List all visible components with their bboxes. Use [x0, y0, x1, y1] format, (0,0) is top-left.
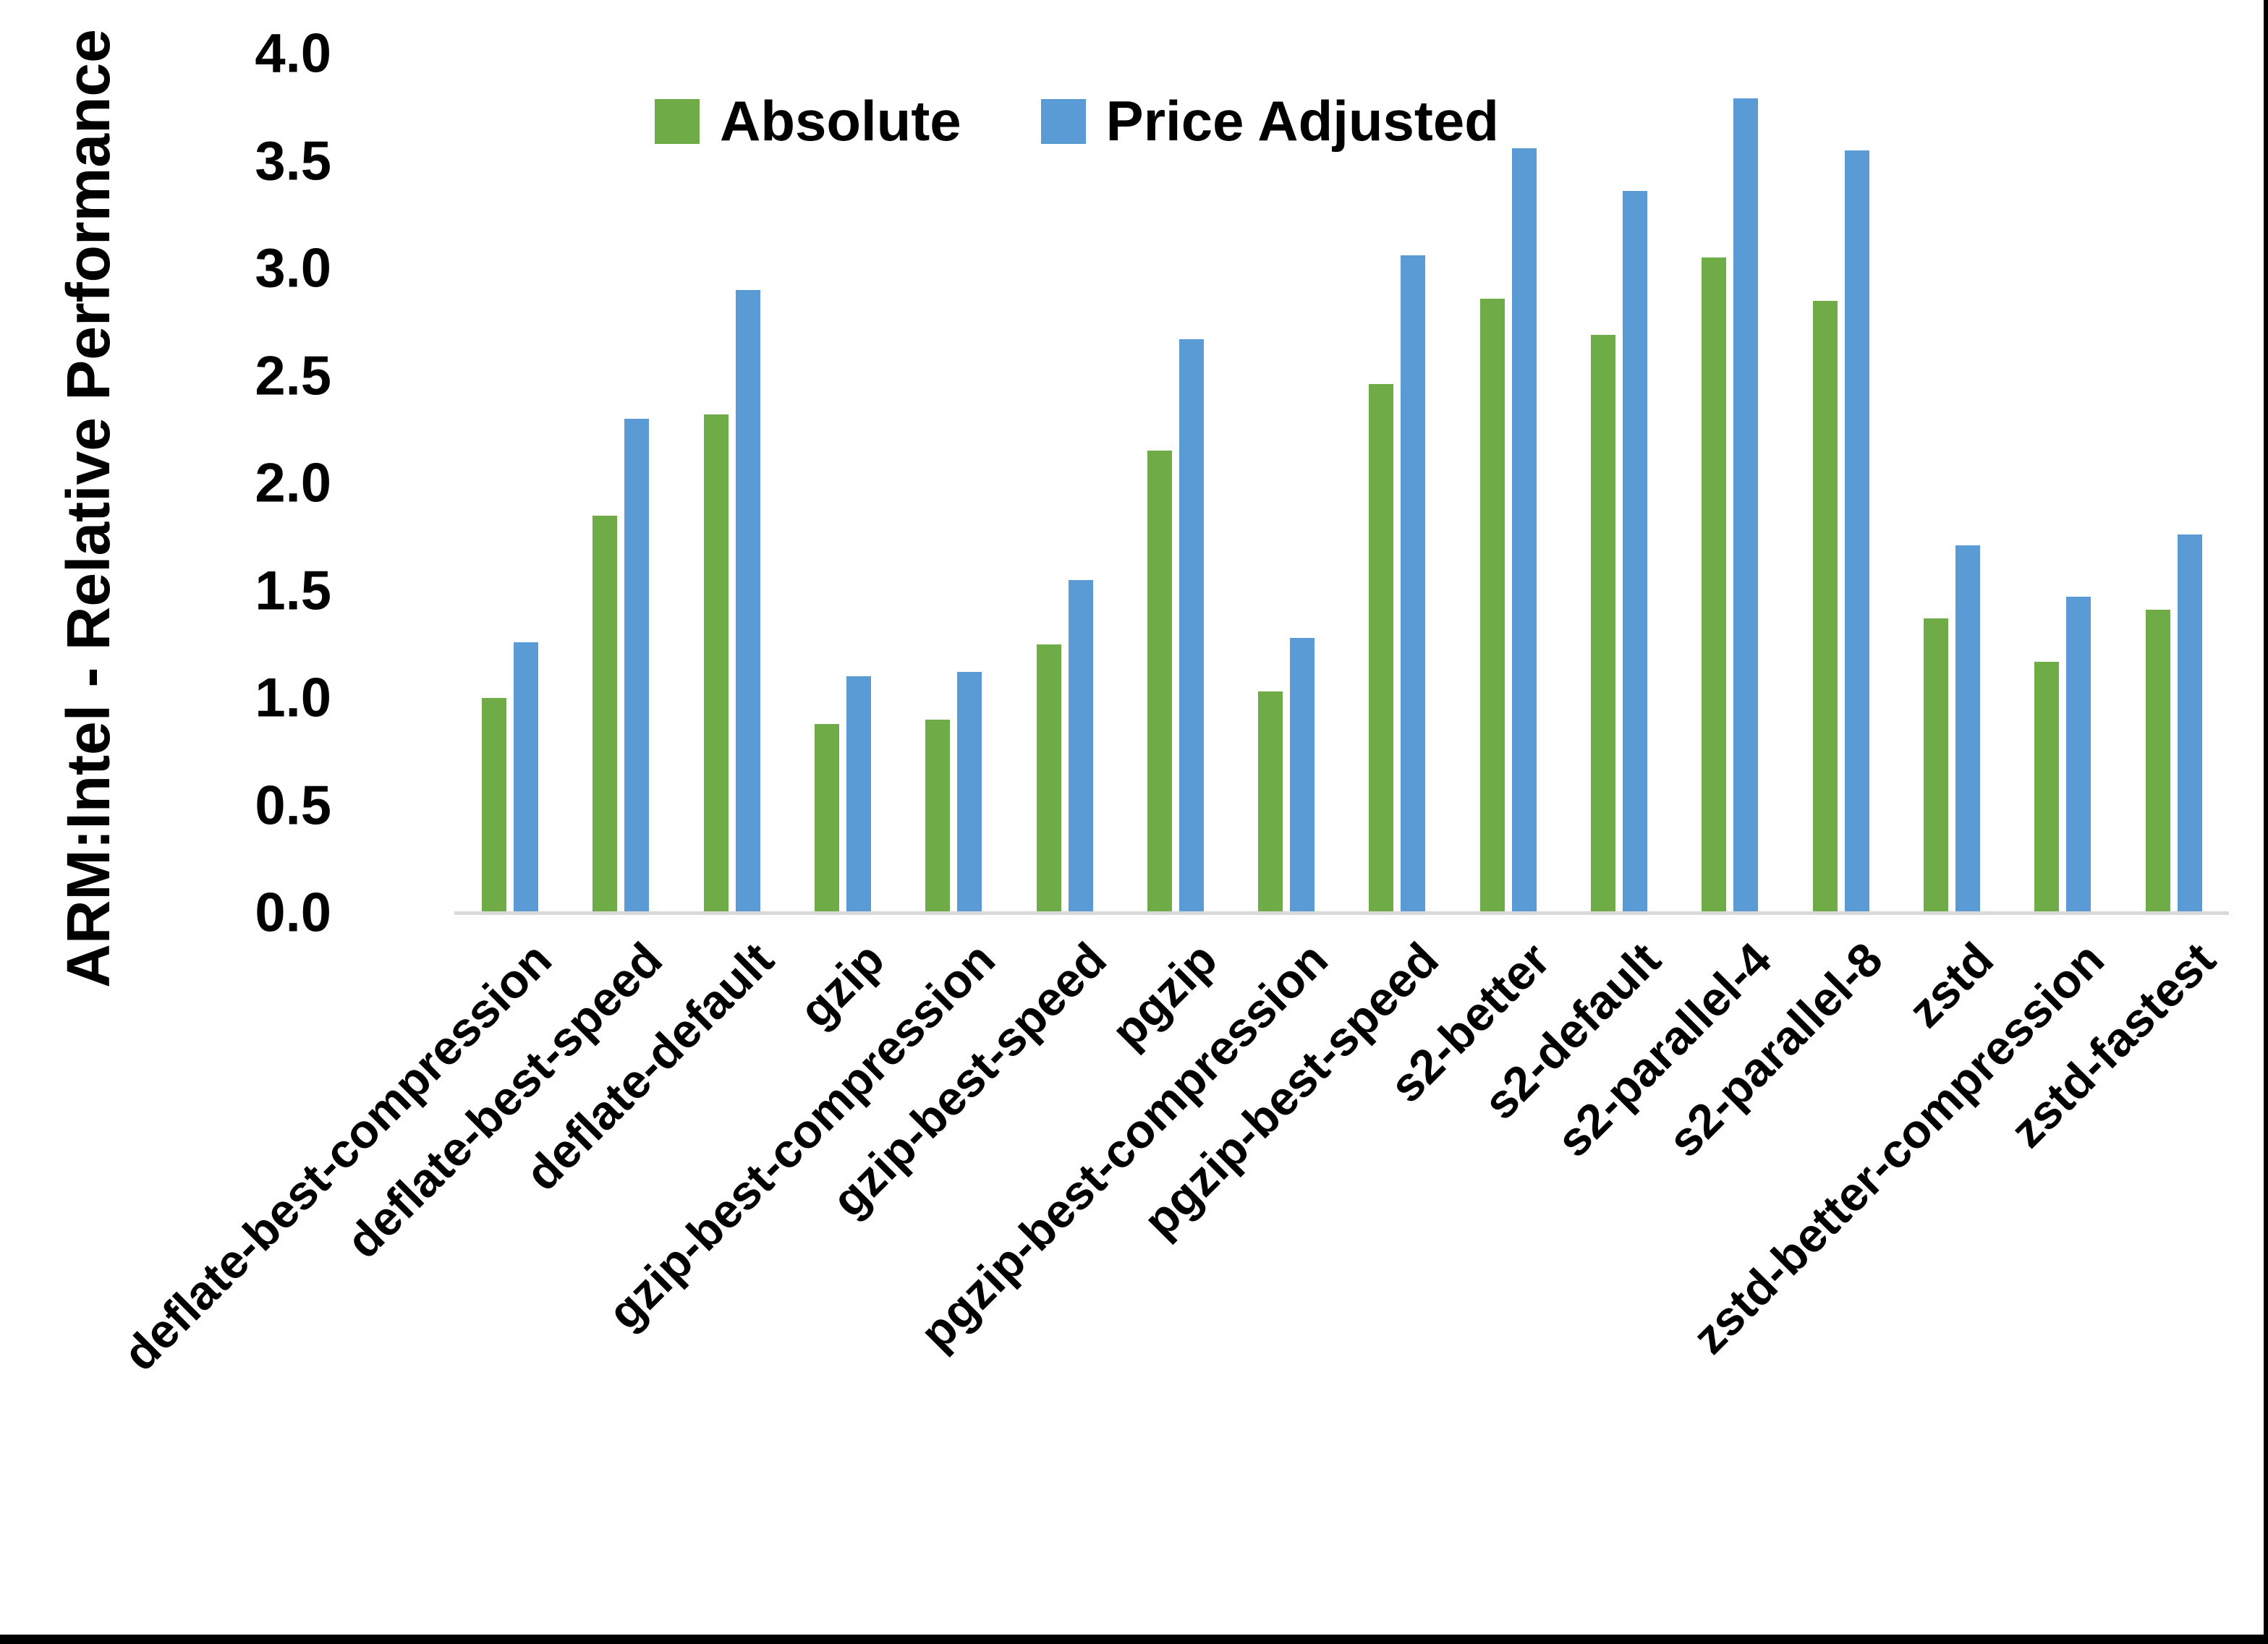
- bar-absolute-pgzip-best-compression: [1258, 691, 1283, 913]
- bar-price-adjusted-zstd-fastest: [2178, 534, 2202, 913]
- bar-absolute-deflate-best-compression: [482, 698, 506, 913]
- bar-price-adjusted-pgzip-best-speed: [1401, 255, 1425, 913]
- legend-item-absolute: Absolute: [655, 88, 961, 154]
- figure-right-border: [2264, 0, 2268, 1644]
- legend-label: Absolute: [720, 89, 961, 153]
- x-axis-line: [454, 911, 2229, 915]
- bar-absolute-gzip-best-speed: [1037, 644, 1061, 913]
- bar-absolute-s2-default: [1591, 335, 1615, 913]
- bar-absolute-gzip-best-compression: [925, 720, 950, 913]
- bar-absolute-pgzip: [1147, 451, 1172, 913]
- legend-item-price-adjusted: Price Adjusted: [1040, 88, 1499, 154]
- bar-absolute-deflate-best-speed: [593, 516, 617, 913]
- y-tick-label: 1.5: [255, 560, 331, 621]
- bar-price-adjusted-zstd-better-compression: [2066, 597, 2091, 913]
- bar-price-adjusted-s2-parallel-4: [1733, 98, 1758, 913]
- bar-price-adjusted-zstd: [1955, 545, 1980, 913]
- bar-price-adjusted-pgzip-best-compression: [1290, 638, 1314, 913]
- bar-absolute-zstd: [1924, 618, 1948, 913]
- y-tick-label: 4.0: [255, 22, 331, 85]
- y-tick-label: 3.5: [255, 130, 331, 192]
- bar-price-adjusted-s2-better: [1512, 148, 1537, 913]
- y-tick-label: 0.0: [255, 882, 331, 944]
- bar-price-adjusted-gzip-best-speed: [1069, 580, 1093, 913]
- bar-absolute-deflate-default: [704, 414, 729, 913]
- bar-price-adjusted-gzip: [846, 676, 871, 913]
- bar-absolute-gzip: [815, 724, 839, 913]
- bar-price-adjusted-deflate-best-compression: [514, 642, 538, 913]
- bar-absolute-s2-better: [1480, 299, 1505, 913]
- y-tick-label: 1.0: [255, 667, 331, 729]
- bar-price-adjusted-pgzip: [1179, 339, 1204, 913]
- bar-price-adjusted-s2-parallel-8: [1845, 150, 1869, 913]
- legend-label: Price Adjusted: [1105, 89, 1499, 153]
- bar-absolute-s2-parallel-4: [1702, 257, 1726, 913]
- figure-bottom-border: [0, 1635, 2268, 1644]
- bar-absolute-zstd-fastest: [2146, 610, 2170, 913]
- bar-price-adjusted-gzip-best-compression: [957, 672, 982, 913]
- bar-price-adjusted-s2-default: [1623, 191, 1647, 913]
- y-axis-title: ARM:Intel - Relative Performance: [54, 29, 122, 988]
- y-tick-label: 2.5: [255, 345, 331, 406]
- y-tick-label: 3.0: [255, 237, 331, 299]
- bar-price-adjusted-deflate-default: [736, 290, 760, 913]
- legend-swatch-icon: [1040, 98, 1086, 144]
- legend: Absolute Price Adjusted: [655, 88, 1499, 154]
- bar-absolute-zstd-better-compression: [2034, 662, 2059, 913]
- bar-price-adjusted-deflate-best-speed: [624, 419, 649, 913]
- bar-absolute-s2-parallel-8: [1813, 301, 1838, 913]
- y-tick-label: 2.0: [255, 452, 331, 514]
- legend-swatch-icon: [655, 98, 700, 144]
- bar-absolute-pgzip-best-speed: [1369, 384, 1393, 913]
- y-tick-label: 0.5: [255, 775, 331, 836]
